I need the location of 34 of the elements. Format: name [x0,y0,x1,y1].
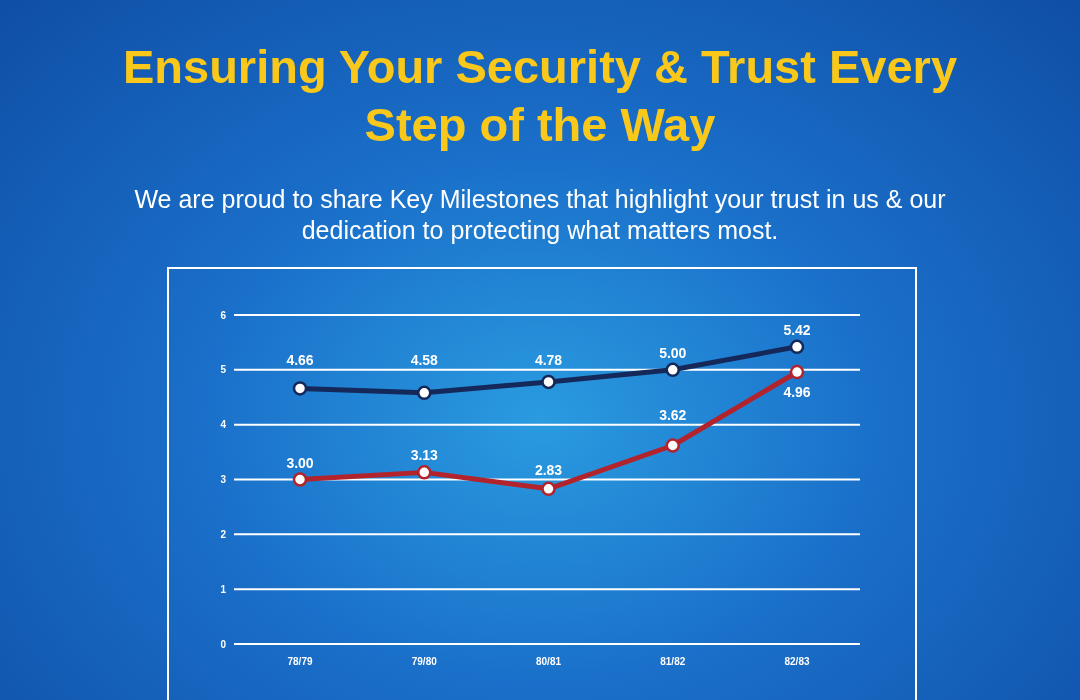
x-tick-label: 81/82 [660,656,686,668]
data-label: 4.58 [410,351,439,368]
point [541,374,556,390]
x-tick-label: 79/80 [411,656,438,668]
chart-title: Ensuring Your Security & Trust Every Step of the Way [121,39,959,153]
data-label: 2.83 [534,461,563,478]
data-label: 3.13 [410,447,439,464]
point [417,465,432,480]
y-tick-label: 0 [220,638,227,650]
chart-subtitle: We are proud to share Key Milestones that highlight your trust in us & our dedication to protecting what matters most. [133,184,947,246]
data-label: 5.42 [783,321,811,338]
y-tick-label: 2 [220,528,227,540]
point [292,381,308,396]
point [292,472,308,487]
y-tick-label: 3 [220,474,227,486]
y-tick-label: 1 [220,583,227,595]
point [541,481,556,497]
x-tick-label: 78/79 [287,656,313,668]
data-label: 4.66 [286,351,314,368]
point [789,364,805,380]
data-label: 4.96 [783,384,811,401]
point [665,438,680,453]
point [417,385,432,401]
y-tick-label: 6 [220,309,227,321]
y-tick-label: 4 [220,419,227,431]
data-label: 3.62 [659,406,687,423]
point [789,339,805,355]
x-tick-label: 82/83 [784,656,810,668]
point [665,362,680,378]
data-label: 4.78 [534,351,563,368]
data-label: 3.00 [286,454,314,471]
y-tick-label: 5 [220,364,227,376]
x-tick-label: 80/81 [535,656,562,668]
data-label: 5.00 [659,344,687,361]
